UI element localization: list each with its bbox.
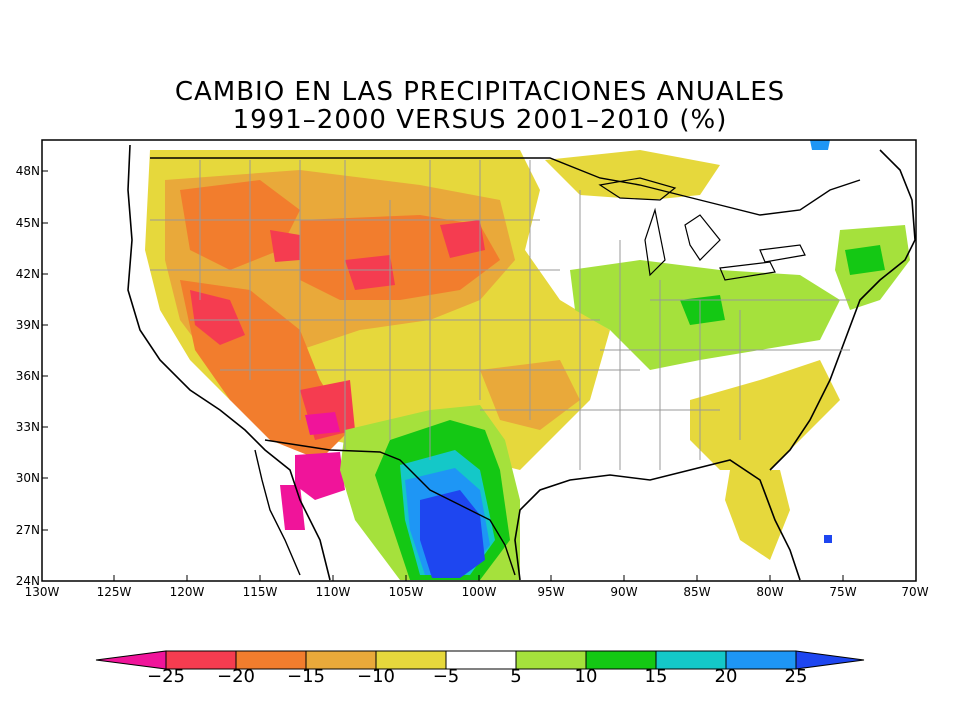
colorbar-label: −15 — [287, 666, 325, 687]
lon-label: 105W — [388, 585, 424, 599]
lat-label: 48N — [15, 164, 40, 178]
colorbar-label: 20 — [714, 666, 738, 687]
green-region-ohio — [680, 295, 725, 325]
increase-regions — [340, 140, 910, 580]
lat-label: 39N — [15, 318, 40, 332]
lat-label: 24N — [15, 574, 40, 588]
colorbar-label: 10 — [574, 666, 598, 687]
lon-label: 120W — [169, 585, 205, 599]
orange-region-northwest — [180, 180, 300, 270]
colorbar-label: 5 — [510, 666, 522, 687]
magenta-region-arizona — [305, 412, 340, 435]
red-region-wyoming — [270, 230, 300, 262]
red-region-great-basin — [190, 290, 245, 345]
map-title-line1: CAMBIO EN LAS PRECIPITACIONES ANUALES — [174, 77, 786, 107]
boundaries — [127, 144, 916, 581]
mexico-border — [264, 439, 516, 576]
lon-label: 75W — [829, 585, 857, 599]
state-boundaries — [150, 160, 850, 470]
lon-label: 130W — [24, 585, 60, 599]
red-region-colorado — [345, 255, 395, 290]
yellow-region-florida — [725, 470, 790, 560]
map-title-line2: 1991–2000 VERSUS 2001–2010 (%) — [232, 105, 728, 135]
lon-label: 100W — [461, 585, 497, 599]
colorbar-label: 25 — [784, 666, 808, 687]
lon-label: 95W — [537, 585, 565, 599]
lat-label: 42N — [15, 267, 40, 281]
lat-label: 30N — [15, 471, 40, 485]
magenta-region-chihuahua — [295, 452, 345, 500]
blue-cell-bahamas — [824, 535, 832, 543]
map-panel — [41, 139, 917, 582]
yellow-region-southeast — [690, 360, 840, 470]
lon-label: 90W — [610, 585, 638, 599]
lat-label: 36N — [15, 369, 40, 383]
colorbar — [95, 650, 865, 670]
colorbar-label: 15 — [644, 666, 668, 687]
colorbar-label: −10 — [357, 666, 395, 687]
colorbar-label: −20 — [217, 666, 255, 687]
lat-label: 27N — [15, 523, 40, 537]
lon-label: 70W — [901, 585, 929, 599]
lon-label: 80W — [756, 585, 784, 599]
lightblue-region-maine — [810, 140, 830, 150]
lon-label: 125W — [96, 585, 132, 599]
lon-label: 115W — [242, 585, 278, 599]
decrease-regions — [145, 150, 840, 560]
lat-label: 45N — [15, 216, 40, 230]
canada-border — [150, 157, 861, 216]
lat-label: 33N — [15, 420, 40, 434]
colorbar-arrow-right — [795, 650, 865, 670]
colorbar-label: −5 — [432, 666, 460, 687]
lon-label: 110W — [315, 585, 351, 599]
green-region-newengland — [845, 245, 885, 275]
us-coastline — [127, 144, 916, 581]
red-region-dakotas — [440, 220, 485, 258]
baja-peninsula — [254, 449, 301, 576]
lon-label: 85W — [683, 585, 711, 599]
blue-region-texas — [420, 490, 485, 578]
great-lakes — [598, 177, 806, 281]
yellow-region-northeast — [545, 150, 720, 200]
axis-ticks — [42, 170, 844, 581]
colorbar-label: −25 — [147, 666, 185, 687]
